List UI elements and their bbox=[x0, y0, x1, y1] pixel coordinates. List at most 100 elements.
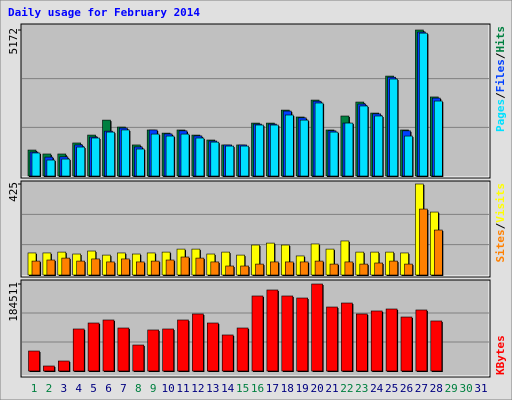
bar bbox=[136, 148, 145, 177]
x-tick-label: 15 bbox=[236, 382, 249, 395]
x-tick-label: 13 bbox=[206, 382, 219, 395]
bar bbox=[221, 334, 234, 372]
bar bbox=[76, 146, 85, 177]
bar-group bbox=[221, 334, 235, 372]
bar bbox=[91, 137, 100, 177]
legend-separator: / bbox=[494, 222, 507, 229]
bar bbox=[225, 145, 234, 177]
bar bbox=[433, 229, 443, 276]
bar-group bbox=[314, 260, 325, 276]
bar-group bbox=[240, 265, 250, 276]
x-tick-label: 20 bbox=[310, 382, 323, 395]
bar-group bbox=[102, 319, 115, 372]
bar bbox=[270, 261, 279, 276]
bar bbox=[31, 152, 41, 177]
bar-group bbox=[359, 263, 369, 276]
bar-group bbox=[91, 258, 101, 276]
bar bbox=[255, 263, 264, 276]
bar-group bbox=[433, 100, 444, 177]
x-tick-label: 24 bbox=[370, 382, 384, 395]
bar-group bbox=[61, 158, 71, 177]
bar-group bbox=[136, 148, 146, 177]
bar bbox=[210, 141, 220, 177]
bar-group bbox=[150, 260, 161, 276]
bar bbox=[177, 319, 189, 372]
bar bbox=[385, 308, 398, 372]
bar-group bbox=[329, 263, 339, 276]
bar bbox=[400, 316, 413, 372]
bar bbox=[195, 257, 205, 276]
bar-group bbox=[195, 257, 205, 276]
bar bbox=[165, 259, 175, 276]
bar bbox=[430, 320, 443, 372]
bar-group bbox=[400, 316, 413, 372]
bar-group bbox=[76, 146, 86, 177]
bar-group bbox=[132, 344, 145, 372]
bar bbox=[344, 122, 354, 177]
x-tick-label: 30 bbox=[459, 382, 472, 395]
x-tick-label: 29 bbox=[445, 382, 458, 395]
bar bbox=[61, 158, 71, 177]
bar bbox=[329, 263, 339, 276]
bar bbox=[251, 295, 264, 372]
bar bbox=[284, 261, 294, 276]
bar bbox=[329, 131, 339, 177]
bar-group bbox=[270, 124, 280, 177]
bar bbox=[28, 350, 40, 372]
bar bbox=[87, 322, 100, 372]
bar-group bbox=[370, 310, 384, 372]
bar bbox=[31, 260, 41, 276]
bar bbox=[266, 289, 279, 372]
x-tick-label: 2 bbox=[46, 382, 53, 395]
bar-group bbox=[210, 141, 220, 177]
bar-group bbox=[240, 145, 250, 177]
legend-entry: Hits bbox=[494, 26, 507, 53]
bar-group bbox=[415, 309, 428, 372]
bar bbox=[311, 283, 323, 372]
bar bbox=[404, 135, 413, 177]
bar-group bbox=[344, 261, 354, 276]
bar bbox=[106, 131, 115, 177]
bar-group bbox=[419, 208, 429, 276]
x-tick-label: 23 bbox=[355, 382, 368, 395]
x-tick-label: 31 bbox=[474, 382, 487, 395]
bar-group bbox=[147, 329, 160, 372]
bar-group bbox=[281, 295, 294, 372]
bar bbox=[299, 119, 309, 177]
bar-group bbox=[251, 295, 264, 372]
bar-group bbox=[433, 229, 444, 276]
bar-group bbox=[255, 263, 265, 276]
legend-entry: Files bbox=[494, 59, 507, 92]
chart-title: Daily usage for February 2014 bbox=[8, 6, 200, 19]
bar bbox=[326, 306, 338, 372]
bar-group bbox=[87, 322, 101, 372]
bar-group bbox=[284, 261, 295, 276]
bar-group bbox=[162, 328, 175, 372]
bar-group bbox=[299, 119, 310, 177]
bar-group bbox=[165, 259, 176, 276]
legend-separator: / bbox=[494, 52, 507, 59]
bar-group bbox=[355, 313, 369, 372]
bar bbox=[165, 135, 175, 177]
bar bbox=[225, 265, 234, 276]
bar bbox=[150, 133, 160, 177]
bar bbox=[389, 78, 398, 177]
x-tick-label: 11 bbox=[176, 382, 189, 395]
bar bbox=[270, 124, 279, 177]
bar bbox=[195, 137, 205, 177]
bar bbox=[236, 327, 249, 372]
bar bbox=[374, 262, 384, 276]
x-tick-label: 22 bbox=[340, 382, 353, 395]
bar bbox=[43, 365, 55, 372]
bar-group bbox=[404, 263, 414, 276]
bar-group bbox=[225, 265, 235, 276]
x-tick-label: 28 bbox=[430, 382, 443, 395]
x-tick-label: 1 bbox=[31, 382, 38, 395]
bar-group bbox=[341, 302, 354, 372]
x-tick-label: 4 bbox=[75, 382, 82, 395]
bar-group bbox=[121, 258, 131, 276]
x-tick-label: 19 bbox=[296, 382, 309, 395]
bar-group bbox=[299, 261, 310, 276]
bar-group bbox=[136, 261, 146, 276]
